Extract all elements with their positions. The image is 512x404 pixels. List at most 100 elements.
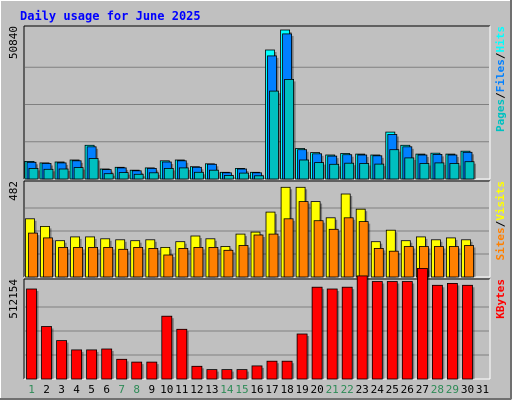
bar-kbytes-2 <box>41 326 52 380</box>
bar-pages-21 <box>329 163 340 180</box>
bar-sites-21 <box>328 228 339 278</box>
bar-sites-24 <box>373 247 384 278</box>
x-tick-label: 20 <box>310 383 323 396</box>
legend-entry: Visits <box>494 181 507 221</box>
bar-kbytes-11 <box>176 328 188 380</box>
bar-kbytes-23 <box>356 275 368 380</box>
bar-pages-1 <box>28 167 39 180</box>
bar-pages-24 <box>374 163 385 180</box>
x-tick-label: 30 <box>461 383 474 396</box>
x-tick-label: 21 <box>326 383 339 396</box>
bar-kbytes-9 <box>146 361 158 380</box>
bar-kbytes-20 <box>311 286 323 380</box>
x-tick-label: 25 <box>386 383 399 396</box>
bar-sites-5 <box>88 246 98 278</box>
x-tick-label: 3 <box>58 383 65 396</box>
bar-sites-30 <box>464 245 474 278</box>
x-tick-label: 2 <box>43 383 50 396</box>
legend-entry: / <box>494 92 507 99</box>
bar-kbytes-3 <box>56 340 67 380</box>
x-tick-label: 9 <box>148 383 155 396</box>
bar-sites-17 <box>268 233 279 278</box>
legend-entry: Sites <box>494 227 507 260</box>
x-tick-label: 29 <box>446 383 459 396</box>
bar-sites-19 <box>298 201 309 278</box>
x-tick-label: 14 <box>220 383 234 396</box>
bar-pages-6 <box>103 173 114 180</box>
bar-pages-5 <box>88 158 99 180</box>
bar-pages-7 <box>118 172 129 180</box>
bar-kbytes-10 <box>161 315 173 380</box>
bar-kbytes-24 <box>371 281 383 380</box>
bar-kbytes-16 <box>251 365 263 380</box>
bar-kbytes-4 <box>71 349 82 380</box>
bar-pages-20 <box>314 162 325 180</box>
x-tick-label: 23 <box>356 383 369 396</box>
x-tick-label: 19 <box>295 383 308 396</box>
bar-sites-18 <box>283 218 294 278</box>
bar-sites-8 <box>133 246 144 278</box>
bar-pages-26 <box>404 157 415 180</box>
bar-pages-10 <box>163 167 174 180</box>
legend-visits-sites: Sites/Visits <box>494 181 507 261</box>
bar-sites-3 <box>58 246 68 278</box>
x-tick-label: 27 <box>416 383 429 396</box>
bar-pages-18 <box>284 79 295 180</box>
y-max-label: 512154 <box>7 279 20 319</box>
bar-pages-14 <box>223 175 234 180</box>
bar-kbytes-22 <box>341 286 353 380</box>
bar-sites-10 <box>163 254 174 278</box>
bar-pages-17 <box>269 90 279 180</box>
x-axis: 1 2 3 4 5 6 7 8 9 10 11 12 13 14 15 16 17 18 19 20 21 22 23 24 2… <box>28 383 489 396</box>
x-tick-label: 31 <box>476 383 489 396</box>
bar-sites-29 <box>448 246 459 278</box>
chart-title: Daily usage for June 2025 <box>20 9 201 23</box>
bar-kbytes-19 <box>296 333 308 380</box>
bar-sites-2 <box>43 237 53 278</box>
x-tick-label: 5 <box>88 383 95 396</box>
x-tick-label: 16 <box>250 383 263 396</box>
legend-entry: Hits <box>494 26 507 53</box>
bar-sites-23 <box>358 221 369 278</box>
bar-sites-26 <box>403 246 414 278</box>
bar-sites-20 <box>313 220 324 278</box>
panel-area <box>24 26 490 179</box>
bar-sites-6 <box>103 246 114 278</box>
x-tick-label: 15 <box>235 383 248 396</box>
legend-entry: Files <box>494 59 507 92</box>
bar-pages-27 <box>419 163 430 180</box>
bar-pages-8 <box>133 173 144 180</box>
bar-pages-22 <box>344 162 355 180</box>
y-max-label: 50840 <box>7 26 20 59</box>
bar-sites-1 <box>28 232 38 278</box>
x-tick-label: 12 <box>190 383 203 396</box>
x-tick-label: 4 <box>73 383 80 396</box>
bar-kbytes-21 <box>326 288 338 380</box>
bar-kbytes-14 <box>221 369 233 380</box>
y-max-label: 482 <box>7 181 20 201</box>
bar-pages-23 <box>359 163 370 180</box>
bar-pages-19 <box>299 159 310 180</box>
bar-sites-13 <box>208 246 219 278</box>
x-tick-label: 8 <box>133 383 140 396</box>
bar-kbytes-7 <box>116 358 128 380</box>
panel-visits-sites: 482 Sites/Visits <box>7 180 507 278</box>
bar-pages-12 <box>193 171 204 180</box>
bar-sites-12 <box>193 246 204 278</box>
bar-pages-4 <box>73 167 84 180</box>
bar-kbytes-29 <box>446 282 458 380</box>
legend-entry: / <box>494 52 507 59</box>
bar-pages-3 <box>58 168 69 180</box>
bar-sites-4 <box>73 246 83 278</box>
bar-kbytes-12 <box>191 365 203 380</box>
x-tick-label: 11 <box>175 383 188 396</box>
bar-kbytes-1 <box>26 288 37 380</box>
panel-kbytes: 512154 KBytes <box>7 267 507 380</box>
bar-sites-22 <box>343 217 354 278</box>
bar-pages-16 <box>254 175 264 180</box>
bar-sites-16 <box>253 234 264 278</box>
bar-sites-9 <box>148 247 159 278</box>
bar-sites-28 <box>433 246 444 278</box>
bar-kbytes-30 <box>462 284 473 380</box>
